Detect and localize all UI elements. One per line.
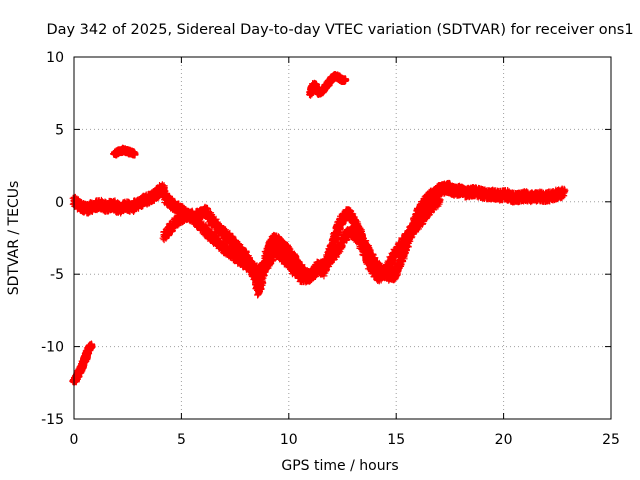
data-point bbox=[341, 76, 349, 84]
data-point bbox=[435, 195, 443, 203]
data-point bbox=[560, 189, 568, 197]
tick-labels: 0 5 10 15 20 25 -15 -10 -5 0 5 10 bbox=[41, 50, 620, 448]
y-tick-label: 10 bbox=[46, 50, 64, 66]
y-tick-label: -15 bbox=[41, 412, 64, 428]
x-tick-label: 5 bbox=[177, 432, 186, 448]
x-tick-label: 15 bbox=[387, 432, 405, 448]
grid-lines bbox=[74, 57, 611, 419]
data-point-fill bbox=[558, 186, 569, 196]
data-point-fill bbox=[263, 264, 272, 272]
data-point bbox=[87, 341, 95, 349]
x-tick-label: 20 bbox=[495, 432, 513, 448]
y-tick-label: -10 bbox=[41, 340, 64, 356]
data-point-fill bbox=[392, 245, 402, 258]
x-tick-label: 25 bbox=[602, 432, 620, 448]
data-point bbox=[130, 150, 138, 158]
data-point-fill bbox=[433, 192, 444, 205]
x-axis-label: GPS time / hours bbox=[281, 458, 398, 474]
y-tick-label: 0 bbox=[55, 195, 64, 211]
y-axis-label: SDTVAR / TECUs bbox=[6, 181, 22, 296]
x-tick-label: 0 bbox=[70, 432, 79, 448]
x-tick-label: 10 bbox=[280, 432, 298, 448]
y-tick-label: -5 bbox=[50, 267, 64, 283]
plot-frame bbox=[73, 56, 612, 420]
data-points bbox=[69, 70, 569, 387]
y-tick-label: 5 bbox=[55, 122, 64, 138]
chart-title: Day 342 of 2025, Sidereal Day-to-day VTE… bbox=[46, 22, 633, 38]
